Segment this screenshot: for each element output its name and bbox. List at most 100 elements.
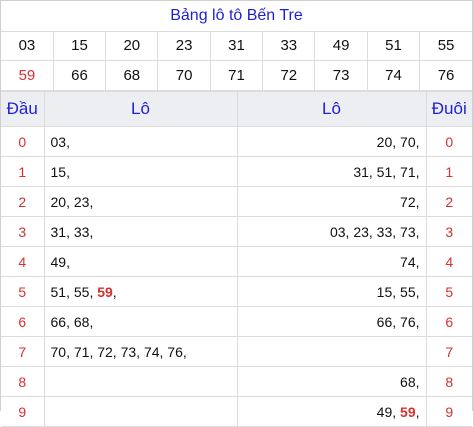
table-row: 3 31, 33, 03, 23, 33, 73, 3: [1, 216, 472, 247]
lo-left-cell: 31, 33,: [43, 216, 238, 247]
dau-cell: 2: [1, 186, 45, 217]
duoi-cell: 9: [425, 396, 472, 427]
lo-number: 72: [400, 193, 416, 210]
lo-number: 68: [73, 313, 90, 330]
number-cell: 68: [105, 60, 159, 91]
lo-right-cell: 72,: [236, 186, 427, 217]
duoi-cell: 1: [425, 156, 472, 187]
lo-number: 73: [400, 223, 416, 240]
dau-cell: 8: [1, 366, 45, 397]
lo-right-cell: [236, 336, 427, 367]
lo-left-cell: [43, 396, 238, 427]
table-row: 8 68, 8: [1, 366, 472, 397]
lo-to-table: Đầu Lô Lô Đuôi 0 03, 20, 70, 0 1 15, 31, 51, 7…: [1, 91, 472, 427]
lo-left-cell: 15,: [43, 156, 238, 187]
dau-cell: 0: [1, 126, 45, 157]
lo-number: 55: [400, 283, 416, 300]
lo-left-cell: 20, 23,: [43, 186, 238, 217]
dau-cell: 6: [1, 306, 45, 337]
number-cell: 66: [52, 60, 107, 91]
table-row: 5 51, 55, 59, 15, 55, 5: [1, 276, 472, 307]
number-cell: 31: [209, 31, 264, 61]
lo-left-cell: 70, 71, 72, 73, 74, 76,: [43, 336, 238, 367]
lo-number: 76: [167, 343, 183, 360]
duoi-cell: 8: [425, 366, 472, 397]
lo-to-body: 0 03, 20, 70, 0 1 15, 31, 51, 71, 1 2 20, 23, 72, 2…: [1, 126, 472, 427]
lo-number: 66: [50, 313, 67, 330]
number-cell: 15: [52, 31, 107, 61]
table-row: 6 66, 68, 66, 76, 6: [1, 306, 472, 337]
lo-number: 76: [400, 313, 416, 330]
lo-right-cell: 31, 51, 71,: [236, 156, 427, 187]
duoi-cell: 3: [425, 216, 472, 247]
lo-number: 72: [97, 343, 113, 360]
number-cell: 51: [366, 31, 421, 61]
dau-cell: 9: [1, 396, 45, 427]
duoi-cell: 2: [425, 186, 472, 217]
number-cell: 23: [157, 31, 211, 61]
table-row: 9 49, 59, 9: [1, 396, 472, 427]
dau-cell: 1: [1, 156, 45, 187]
lo-number: 03: [50, 133, 67, 150]
lo-number: 23: [73, 193, 90, 210]
lo-number: 33: [73, 223, 90, 240]
lo-right-cell: 03, 23, 33, 73,: [236, 216, 427, 247]
lo-right-cell: 49, 59,: [236, 396, 427, 427]
header-lo-left: Lô: [43, 91, 238, 127]
header-duoi: Đuôi: [425, 91, 472, 127]
number-cell: 70: [157, 60, 211, 91]
table-title: Bảng lô tô Bến Tre: [1, 1, 472, 32]
number-cell: 49: [314, 31, 368, 61]
lo-number: 23: [353, 223, 369, 240]
lo-right-cell: 15, 55,: [236, 276, 427, 307]
lo-number: 59: [400, 403, 416, 420]
header-row: Đầu Lô Lô Đuôi: [1, 91, 472, 127]
lo-number: 59: [97, 283, 113, 300]
lo-number: 68: [400, 373, 416, 390]
lo-number: 71: [400, 163, 416, 180]
table-row: 4 49, 74, 4: [1, 246, 472, 277]
dau-cell: 4: [1, 246, 45, 277]
lo-left-cell: [43, 366, 238, 397]
lo-number: 33: [376, 223, 393, 240]
numbers-row-1: 03 15 20 23 31 33 49 51 55: [1, 31, 472, 61]
lo-number: 70: [50, 343, 67, 360]
table-row: 0 03, 20, 70, 0: [1, 126, 472, 157]
lo-number: 20: [376, 133, 393, 150]
lo-number: 49: [376, 403, 393, 420]
lo-left-cell: 03,: [43, 126, 238, 157]
lo-number: 71: [73, 343, 90, 360]
header-lo-right: Lô: [236, 91, 427, 127]
lo-left-cell: 51, 55, 59,: [43, 276, 238, 307]
lo-number: 03: [329, 223, 346, 240]
duoi-cell: 7: [425, 336, 472, 367]
number-cell: 74: [366, 60, 421, 91]
lo-number: 15: [50, 163, 67, 180]
number-cell: 20: [105, 31, 159, 61]
lo-number: 51: [376, 163, 393, 180]
dau-cell: 3: [1, 216, 45, 247]
lo-number: 51: [50, 283, 67, 300]
duoi-cell: 4: [425, 246, 472, 277]
table-row: 2 20, 23, 72, 2: [1, 186, 472, 217]
duoi-cell: 5: [425, 276, 472, 307]
lo-left-cell: 66, 68,: [43, 306, 238, 337]
lo-number: 49: [50, 253, 67, 270]
lo-number: 74: [143, 343, 160, 360]
dau-cell: 7: [1, 336, 45, 367]
duoi-cell: 0: [425, 126, 472, 157]
lo-number: 31: [50, 223, 67, 240]
lo-right-cell: 68,: [236, 366, 427, 397]
lo-right-cell: 20, 70,: [236, 126, 427, 157]
numbers-row-2: 59 66 68 70 71 72 73 74 76: [1, 60, 472, 91]
header-dau: Đầu: [1, 91, 45, 127]
numbers-grid: 03 15 20 23 31 33 49 51 55 59 66 68 70 71 72 73 74 76: [1, 31, 472, 91]
dau-cell: 5: [1, 276, 45, 307]
lo-number: 73: [120, 343, 137, 360]
table-row: 1 15, 31, 51, 71, 1: [1, 156, 472, 187]
lo-right-cell: 74,: [236, 246, 427, 277]
lo-left-cell: 49,: [43, 246, 238, 277]
number-cell: 55: [419, 31, 472, 61]
lo-right-cell: 66, 76,: [236, 306, 427, 337]
